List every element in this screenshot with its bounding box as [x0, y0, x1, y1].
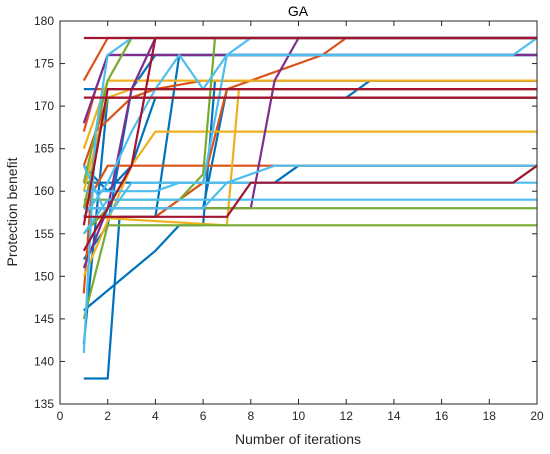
- y-tick-label: 175: [34, 57, 54, 71]
- series-line-32: [83, 164, 537, 210]
- y-axis-title: Protection benefit: [4, 157, 20, 266]
- x-tick-label: 16: [435, 409, 449, 423]
- x-tick-label: 20: [530, 409, 544, 423]
- series-line-31: [82, 198, 537, 235]
- x-axis-title: Number of iterations: [235, 431, 361, 447]
- series-line-30: [83, 37, 538, 193]
- chart-title: GA: [288, 3, 309, 19]
- y-tick-label: 145: [34, 312, 54, 326]
- y-tick-label: 150: [34, 269, 54, 283]
- x-tick-label: 6: [200, 409, 207, 423]
- y-tick-label: 170: [34, 99, 54, 113]
- x-tick-label: 0: [57, 409, 64, 423]
- x-tick-label: 12: [340, 409, 354, 423]
- x-tick-label: 2: [104, 409, 111, 423]
- y-tick-label: 135: [34, 397, 54, 411]
- x-tick-label: 18: [483, 409, 497, 423]
- series-line-34: [82, 87, 537, 226]
- series-line-15: [82, 130, 537, 277]
- x-tick-label: 8: [247, 409, 254, 423]
- x-tick-label: 4: [152, 409, 159, 423]
- series-line-29: [82, 36, 537, 218]
- x-axis: 0 2 4 6 8 10 12 14 16 18 20: [57, 21, 544, 423]
- x-tick-label: 10: [292, 409, 306, 423]
- y-tick-label: 155: [34, 227, 54, 241]
- x-tick-label: 14: [387, 409, 401, 423]
- plot-background: [60, 21, 537, 404]
- y-tick-label: 140: [34, 354, 54, 368]
- series-layer: [82, 36, 538, 380]
- series-line-36: [83, 164, 538, 218]
- series-line-22: [82, 224, 537, 320]
- y-tick-label: 165: [34, 142, 54, 156]
- y-tick-label: 160: [34, 184, 54, 198]
- y-axis: 135 140 145 150 155 160 165 170 175 180: [34, 14, 537, 411]
- y-tick-label: 180: [34, 14, 54, 28]
